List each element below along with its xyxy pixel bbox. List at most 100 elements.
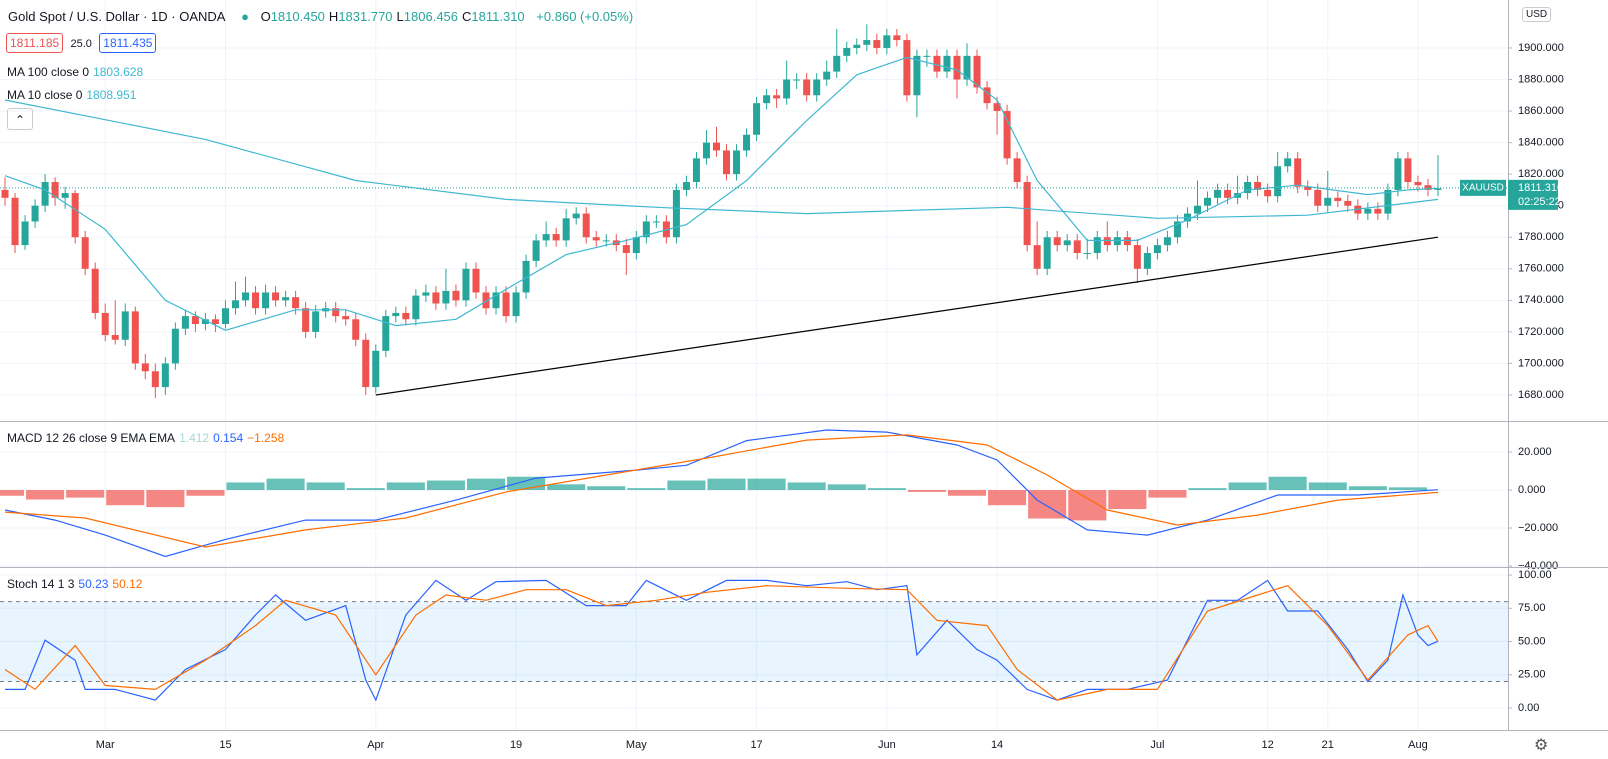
histogram-bar (1308, 482, 1347, 491)
y-tick-label: 1760.000 (1518, 263, 1564, 275)
candle-body (101, 312, 109, 336)
histogram-bar (547, 484, 586, 491)
candle-body (1083, 253, 1091, 255)
candle-body (743, 134, 751, 151)
y-tick-label: 0.000 (1518, 484, 1546, 496)
candle-body (1103, 237, 1111, 246)
candle-body (602, 240, 610, 242)
histogram-bar (907, 490, 946, 492)
study-name: MA 100 close 0 (7, 65, 90, 79)
candle-body (963, 55, 971, 80)
d-value: 50.12 (112, 577, 143, 591)
candle-body (452, 290, 460, 301)
candle-body (141, 363, 149, 372)
y-tick-label: 20.000 (1518, 446, 1552, 458)
candle-body (1123, 237, 1131, 246)
candle-body (1214, 189, 1222, 198)
stoch-legend: Stoch 14 1 3 50.23 50.12 (7, 577, 146, 591)
study-ma10: MA 10 close 0 1808.951 (7, 88, 140, 102)
histogram-bar (988, 490, 1027, 506)
candle-body (913, 55, 921, 96)
x-tick-label: Apr (367, 739, 384, 751)
candle-body (883, 35, 891, 48)
histogram-bar (1108, 490, 1147, 510)
candle-body (983, 87, 991, 104)
y-tick-label: 50.00 (1518, 635, 1546, 647)
candle-body (1264, 189, 1272, 197)
candle-body (682, 182, 690, 190)
candle-body (873, 40, 881, 48)
change: +0.860 (+0.05%) (536, 9, 634, 24)
moving-average (4, 56, 1439, 331)
candle-body (993, 103, 1001, 112)
candle-body (161, 363, 169, 388)
candle-body (833, 55, 841, 72)
ohlc-label: O (260, 9, 271, 24)
candle-body (1003, 111, 1011, 159)
candle-body (843, 47, 851, 56)
moving-average (4, 99, 1439, 219)
y-tick-label: 0.00 (1518, 702, 1539, 714)
candle-body (282, 297, 290, 301)
bid[interactable]: 1811.185 (6, 33, 64, 53)
histogram-bar (146, 490, 185, 508)
ohlc-value: 1810.450 (270, 9, 325, 24)
candle-body (562, 218, 570, 241)
candle-body (11, 197, 19, 246)
histogram-bar (186, 490, 225, 496)
y-tick-label: 75.00 (1518, 602, 1546, 614)
y-tick-label: 1840.000 (1518, 137, 1564, 149)
candle-body (492, 292, 500, 309)
candle-body (1073, 240, 1081, 254)
candle-body (1193, 205, 1201, 214)
candle-body (372, 350, 380, 388)
histogram-bar (106, 490, 145, 506)
y-tick-label: 1860.000 (1518, 105, 1564, 117)
candle-body (973, 55, 981, 88)
candle-body (1143, 253, 1151, 269)
candle-body (31, 205, 39, 222)
spread: 25.0 (70, 38, 92, 50)
title: MACD 12 26 close 9 EMA EMA (7, 431, 176, 445)
bid-ask: 1811.185 25.0 1811.435 (6, 33, 160, 53)
y-tick-label: 1720.000 (1518, 326, 1564, 338)
candle-body (211, 319, 219, 324)
y-tick-label: 1780.000 (1518, 231, 1564, 243)
x-tick-label: 12 (1262, 739, 1274, 751)
ohlc: O1810.450 H1831.770 L1806.456 C1811.310 (261, 9, 529, 24)
candle-body (632, 237, 640, 254)
candle-body (221, 308, 229, 324)
ohlc-label: C (462, 9, 472, 24)
candle-body (723, 150, 731, 175)
candle-body (763, 95, 771, 104)
candle-body (302, 308, 310, 332)
y-tick-label: 1820.000 (1518, 168, 1564, 180)
line-series (4, 434, 1439, 548)
histogram-bar (0, 490, 25, 496)
candle-body (111, 335, 119, 340)
candle-body (733, 150, 741, 175)
candle-body (1314, 189, 1322, 206)
ohlc-label: H (328, 9, 339, 24)
candle-body (1374, 208, 1382, 214)
collapse-button[interactable]: ⌃ (7, 108, 33, 130)
candle-body (1023, 182, 1031, 246)
histogram-bar (1268, 476, 1307, 491)
x-tick-label: Aug (1408, 739, 1428, 751)
ask[interactable]: 1811.435 (99, 33, 157, 53)
candle-body (542, 234, 550, 241)
settings-icon[interactable]: ⚙ (1534, 737, 1549, 754)
currency[interactable]: USD (1522, 7, 1552, 22)
y-tick-label: 1880.000 (1518, 73, 1564, 85)
histogram-bar (707, 478, 746, 491)
x-tick-label: Jun (878, 739, 896, 751)
candle-body (1344, 200, 1352, 206)
histogram-bar (667, 480, 706, 491)
candle-body (1, 189, 9, 198)
candle-body (592, 237, 600, 241)
line-series (4, 585, 1439, 701)
symbol-label: XAUUSD (1462, 182, 1504, 193)
candle-body (262, 292, 270, 309)
candle-body (382, 316, 390, 351)
